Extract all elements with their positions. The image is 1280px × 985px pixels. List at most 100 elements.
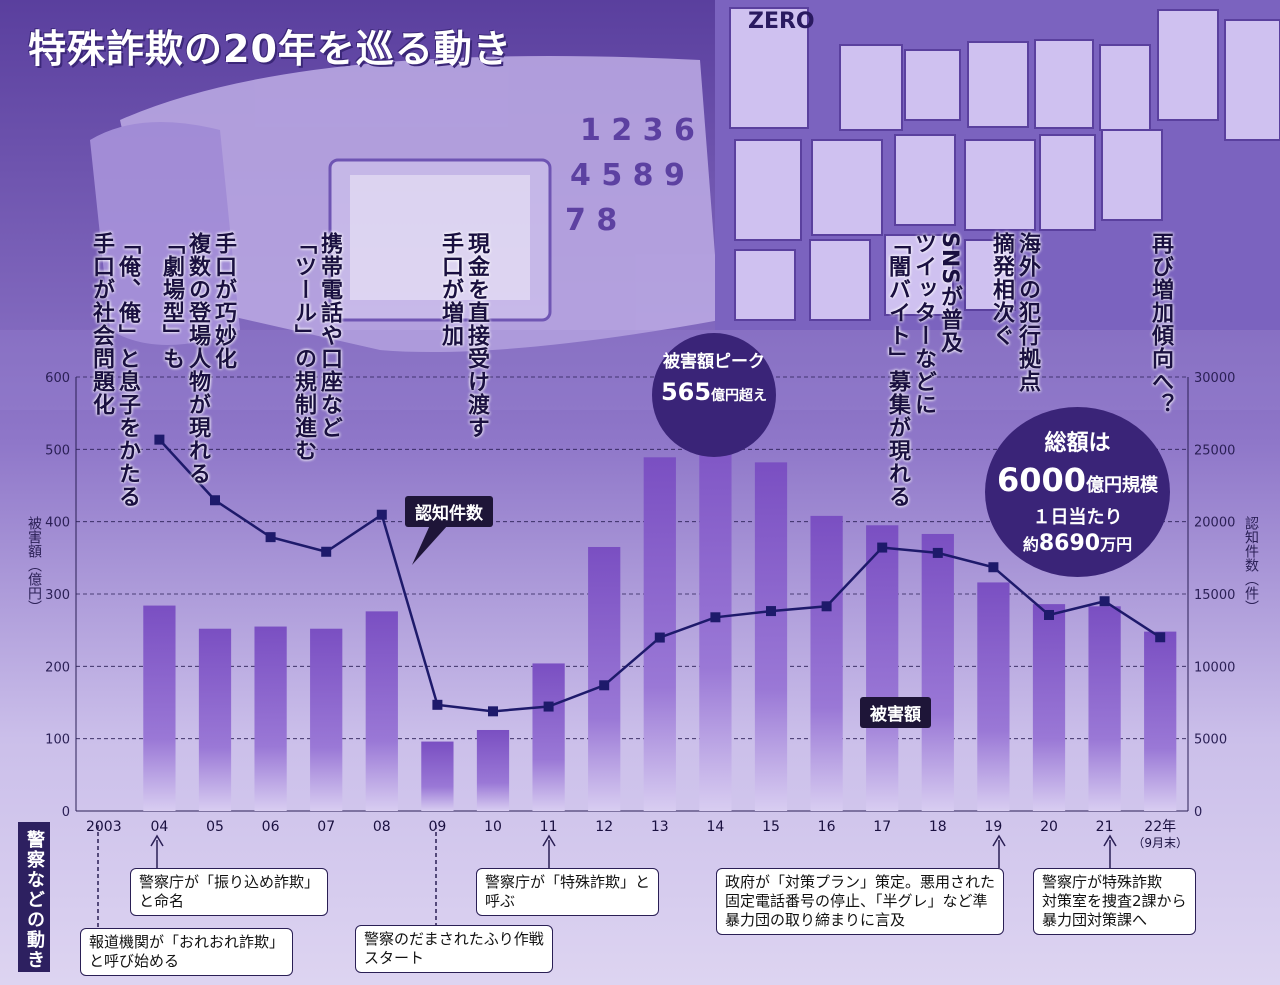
x-tick-label: 11 <box>540 819 558 835</box>
chart-plot-area: 0 0 100 5000 200 10000 300 15000 400 20000 500 2500… <box>45 371 1235 850</box>
x-tick-label: 17 <box>873 819 891 835</box>
cases-point <box>432 699 443 710</box>
right-tick-label: 25000 <box>1194 443 1235 458</box>
bar-damage <box>754 462 788 811</box>
total-badge-unit: 億円規模 <box>1086 475 1159 496</box>
right-axis-label: 認知件数（件） <box>1243 516 1259 614</box>
cases-point <box>1099 596 1110 607</box>
bar-damage <box>1144 631 1177 811</box>
svg-text:7 8: 7 8 <box>565 203 617 238</box>
cases-point <box>988 562 999 573</box>
event-box-09: 警察のだまされたふり作戦 スタート <box>355 925 553 973</box>
right-tick-label: 0 <box>1194 805 1202 820</box>
x-tick-label: 09 <box>428 819 446 835</box>
total-badge-label: 総額は <box>1044 431 1111 456</box>
bar-damage <box>532 663 565 811</box>
event-box-21: 警察庁が特殊詐欺 対策室を捜査2課から 暴力団対策課へ <box>1033 868 1196 935</box>
note-2009: 現金を直接受け渡す 手口が増加 <box>438 232 489 439</box>
bar-damage <box>810 515 843 811</box>
bar-damage <box>699 401 732 811</box>
total-badge-approx: 約 <box>1022 535 1039 554</box>
left-tick-label: 200 <box>45 660 70 675</box>
right-tick-label: 10000 <box>1194 660 1235 675</box>
x-tick-label: 05 <box>206 819 224 835</box>
bar-damage <box>198 628 232 811</box>
x-tick-label: 10 <box>484 819 502 835</box>
left-tick-label: 400 <box>45 516 70 531</box>
svg-text:4 5 8 9: 4 5 8 9 <box>570 158 685 193</box>
svg-text:ZERO: ZERO <box>748 9 815 34</box>
total-badge-daily-unit: 万円 <box>1100 535 1133 554</box>
x-tick-label: 08 <box>373 819 391 835</box>
bar-damage <box>977 582 1010 811</box>
cases-point <box>766 606 776 617</box>
left-tick-label: 300 <box>45 588 70 603</box>
cases-point <box>543 701 554 712</box>
x-tick-label: 07 <box>317 819 335 835</box>
x-tick-label: 19 <box>984 819 1002 835</box>
total-badge-perday: １日当たり <box>1032 507 1123 528</box>
peak-badge-unit: 億円超え <box>711 388 768 404</box>
x-tick-label: 20 <box>1040 819 1058 835</box>
cases-point <box>488 706 498 717</box>
sidebar-police-label: 警察などの動き <box>18 822 50 972</box>
event-box-04: 警察庁が「振り込め詐欺」 と命名 <box>130 868 329 916</box>
x-tick-label: 06 <box>262 819 280 835</box>
bar-damage <box>365 611 398 811</box>
peak-badge-label: 被害額ピーク <box>663 352 765 372</box>
left-tick-label: 600 <box>45 371 70 386</box>
x-tick-label: 14 <box>706 819 724 835</box>
bar-damage <box>921 533 954 811</box>
event-box-19: 政府が「対策プラン」策定。悪用された 固定電話番号の停止、「半グレ」など準 暴力… <box>716 868 1005 935</box>
x-tick-label: 13 <box>651 819 669 835</box>
x-tick-label: 04 <box>150 819 168 835</box>
bar-damage <box>476 729 510 811</box>
note-2005: 手口が巧妙化 複数の登場人物が現れる 「劇場型」も <box>159 232 236 485</box>
sidebar-police-text: 警察などの動き <box>24 830 45 970</box>
peak-badge: 被害額ピーク 565億円超え <box>652 333 776 457</box>
event-box-11: 警察庁が「特殊詐欺」と 呼ぶ <box>476 868 660 916</box>
cases-point <box>877 542 888 553</box>
damage-series-tag: 被害額 <box>860 697 931 728</box>
note-2007: 携帯電話や口座など 「ツール」の規制進む <box>291 232 342 462</box>
left-tick-label: 100 <box>45 733 70 748</box>
bar-damage <box>588 546 621 811</box>
x-tick-label: 15 <box>762 819 780 835</box>
note-2022: 再び増加傾向へ？ <box>1148 232 1173 416</box>
fax-machine-photo: 1 2 3 6 4 5 8 9 7 8 <box>90 56 720 352</box>
x-tick-label: 12 <box>595 819 613 835</box>
x-tick-label: 18 <box>929 819 947 835</box>
cases-point <box>1044 609 1054 620</box>
left-tick-label: 0 <box>62 805 70 820</box>
bar-damage <box>310 628 343 811</box>
bar-damage <box>1032 604 1066 811</box>
bar-damage <box>1088 606 1121 811</box>
right-tick-label: 5000 <box>1194 733 1227 748</box>
right-tick-label: 20000 <box>1194 516 1235 531</box>
bar-damage <box>421 741 454 811</box>
poster-wall-photo: ZERO <box>715 0 1280 330</box>
svg-text:1 2 3 6: 1 2 3 6 <box>580 113 695 148</box>
cases-point <box>210 495 220 506</box>
note-2016: SNSが普及 ツイッターなどに 「闇バイト」募集が現れる <box>885 232 962 508</box>
cases-point <box>599 680 610 691</box>
cases-series-tag: 認知件数 <box>405 496 493 527</box>
peak-badge-number: 565 <box>660 378 712 406</box>
note-2019: 海外の犯行拠点 摘発相次ぐ <box>989 232 1040 393</box>
cases-point <box>654 632 665 643</box>
x-tick-label: 22年 <box>1144 819 1176 835</box>
left-tick-label: 500 <box>45 443 70 458</box>
cases-point <box>265 532 276 543</box>
left-axis-label: 被害額（億円） <box>26 516 42 614</box>
right-tick-label: 15000 <box>1194 588 1235 603</box>
page-title: 特殊詐欺の20年を巡る動き <box>28 27 512 71</box>
cases-point <box>932 547 943 558</box>
bar-damage <box>254 626 287 811</box>
cases-point <box>321 546 332 557</box>
total-badge-number: 6000 <box>996 461 1087 499</box>
right-tick-label: 30000 <box>1194 371 1235 386</box>
total-badge-daily-number: 8690 <box>1038 531 1101 556</box>
cases-point <box>376 509 387 520</box>
bar-damage <box>143 605 176 811</box>
note-2003: 「俺、俺」と息子をかたる 手口が社会問題化 <box>89 232 140 508</box>
